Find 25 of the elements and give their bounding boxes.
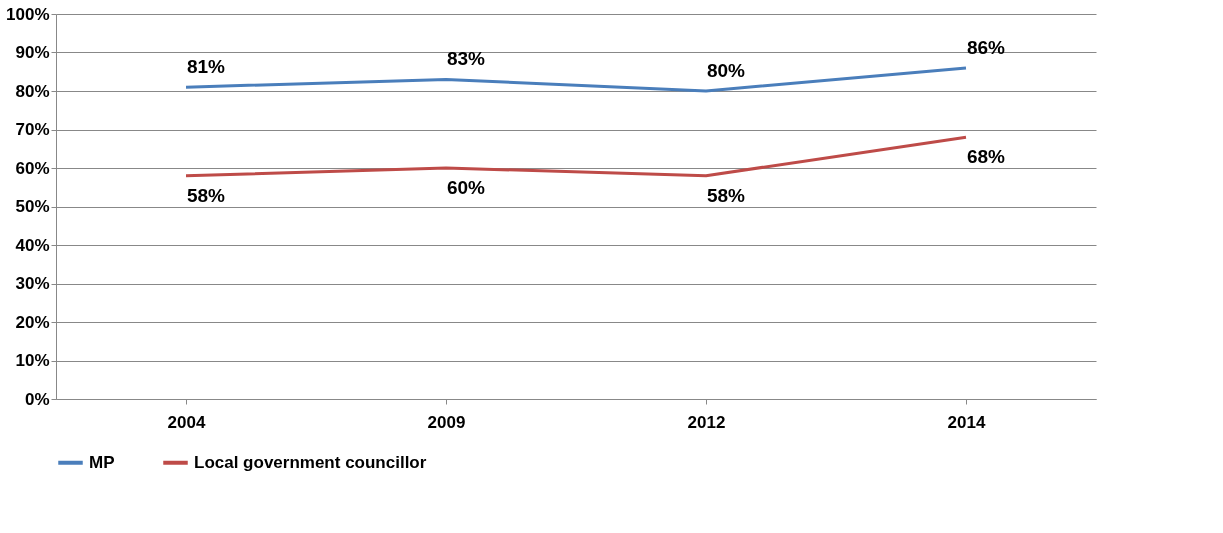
y-tick-label: 90% [15, 43, 50, 62]
y-tick-label: 40% [15, 235, 50, 255]
y-tick-label: 10% [15, 351, 50, 370]
y-tick-label: 30% [15, 274, 50, 293]
x-tick-label: 2009 [427, 412, 466, 432]
y-tick-label: 70% [15, 120, 50, 139]
data-label: 81% [186, 56, 226, 78]
data-label: 58% [186, 184, 226, 206]
data-label: 68% [966, 146, 1006, 168]
y-tick-label: 80% [15, 81, 50, 101]
y-tick-label: 0% [24, 389, 50, 409]
data-label: 60% [446, 177, 486, 198]
y-tick-label: 50% [15, 197, 50, 216]
y-tick-label: 60% [15, 158, 50, 178]
legend-label: MP [89, 452, 115, 472]
legend-label: Local government councillor [194, 452, 427, 472]
y-tick-label: 20% [15, 312, 50, 332]
data-label: 86% [966, 36, 1006, 58]
x-tick-label: 2014 [947, 412, 986, 432]
data-label: 58% [706, 184, 746, 206]
data-label: 83% [446, 48, 486, 70]
x-tick-label: 2004 [167, 412, 206, 432]
x-tick-label: 2012 [687, 412, 726, 432]
data-label: 80% [706, 60, 746, 81]
y-tick-label: 100% [6, 4, 50, 24]
